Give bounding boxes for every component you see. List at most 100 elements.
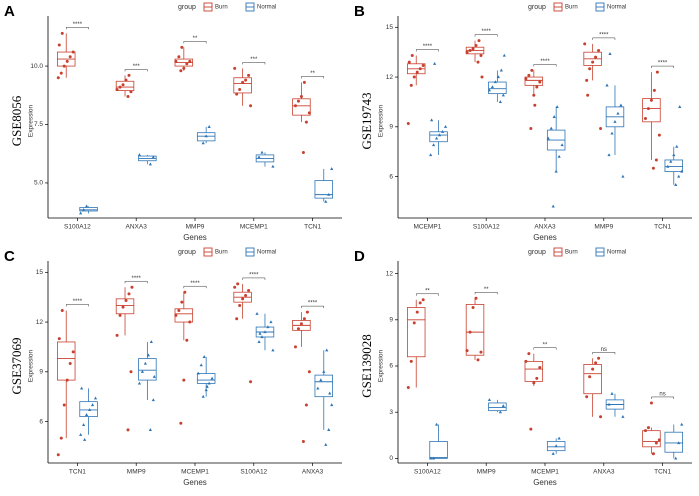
significance-label: *** bbox=[250, 57, 258, 63]
point bbox=[651, 452, 655, 456]
point bbox=[90, 403, 95, 407]
point bbox=[496, 75, 500, 79]
point bbox=[501, 93, 505, 97]
significance-bracket bbox=[301, 305, 325, 309]
panel-title: GSE8056 bbox=[9, 95, 24, 146]
point bbox=[583, 42, 587, 46]
point bbox=[304, 120, 308, 124]
point bbox=[207, 125, 211, 128]
point bbox=[480, 75, 484, 79]
point bbox=[554, 169, 558, 173]
point bbox=[152, 374, 156, 378]
point bbox=[126, 428, 130, 432]
y-tick-label: 9 bbox=[389, 124, 393, 131]
point bbox=[68, 362, 72, 366]
point bbox=[233, 285, 237, 289]
y-axis-label: Expression bbox=[28, 350, 35, 383]
point bbox=[557, 436, 561, 440]
significance-label: **** bbox=[190, 281, 200, 287]
y-tick-label: 6 bbox=[389, 173, 393, 180]
significance-bracket bbox=[651, 396, 675, 399]
point bbox=[130, 285, 134, 289]
significance-bracket bbox=[533, 347, 557, 350]
point bbox=[649, 98, 653, 102]
x-tick-label: TCN1 bbox=[654, 224, 671, 231]
x-tick-label: MCEMP1 bbox=[413, 224, 441, 231]
point bbox=[236, 282, 240, 286]
point bbox=[476, 358, 480, 362]
point bbox=[258, 331, 262, 335]
point bbox=[60, 308, 64, 312]
point bbox=[498, 410, 502, 414]
point bbox=[121, 83, 125, 87]
point bbox=[409, 83, 413, 87]
point bbox=[557, 154, 561, 158]
point bbox=[406, 121, 410, 125]
point bbox=[555, 105, 559, 109]
point bbox=[180, 300, 184, 304]
panel-label: D bbox=[354, 248, 365, 265]
point bbox=[60, 31, 64, 35]
legend-label: Burn bbox=[215, 250, 228, 256]
point bbox=[477, 39, 481, 43]
point bbox=[527, 352, 531, 356]
significance-label: ** bbox=[425, 288, 430, 294]
point bbox=[613, 120, 617, 123]
significance-bracket bbox=[124, 69, 148, 72]
point bbox=[87, 408, 92, 412]
box bbox=[429, 441, 448, 459]
point bbox=[151, 398, 155, 402]
legend-label: Normal bbox=[607, 250, 626, 256]
point bbox=[56, 76, 60, 80]
x-tick-label: TCN1 bbox=[654, 469, 671, 476]
legend-title: group bbox=[178, 249, 196, 256]
y-tick-label: 9 bbox=[39, 369, 43, 376]
point bbox=[327, 192, 331, 196]
panel: A GSE8056 Expression Genes group Burn Normal 5.… bbox=[4, 2, 342, 242]
legend-label: Burn bbox=[215, 5, 228, 11]
point bbox=[430, 118, 434, 122]
x-tick-label: ANXA3 bbox=[126, 224, 148, 231]
point bbox=[646, 107, 650, 111]
point bbox=[465, 349, 469, 353]
point bbox=[621, 174, 625, 178]
point bbox=[129, 370, 133, 374]
point bbox=[412, 75, 416, 79]
point bbox=[68, 55, 72, 59]
point bbox=[479, 350, 483, 354]
x-tick-label: MMP9 bbox=[477, 469, 496, 476]
point bbox=[530, 68, 534, 72]
point bbox=[235, 92, 239, 96]
point bbox=[535, 376, 539, 380]
point bbox=[210, 376, 214, 380]
box bbox=[292, 98, 311, 116]
point bbox=[655, 70, 659, 74]
point bbox=[669, 159, 673, 163]
significance-label: ns bbox=[601, 347, 607, 353]
point bbox=[148, 428, 152, 431]
point bbox=[599, 415, 603, 419]
point bbox=[610, 391, 614, 395]
point bbox=[585, 395, 589, 399]
point bbox=[121, 305, 125, 309]
point bbox=[498, 100, 502, 104]
point bbox=[151, 155, 155, 159]
legend-title: group bbox=[528, 249, 546, 256]
point bbox=[202, 355, 206, 358]
significance-bracket bbox=[65, 304, 89, 307]
significance-bracket bbox=[124, 280, 148, 284]
significance-bracket bbox=[651, 65, 675, 69]
point bbox=[434, 136, 439, 140]
point bbox=[205, 384, 209, 388]
point bbox=[487, 398, 492, 401]
point bbox=[327, 428, 331, 431]
point bbox=[316, 386, 320, 390]
point bbox=[129, 90, 133, 94]
y-tick-label: 15 bbox=[36, 269, 44, 276]
point bbox=[322, 370, 326, 373]
point bbox=[233, 66, 237, 70]
point bbox=[247, 289, 251, 293]
y-tick-label: 5.0 bbox=[34, 180, 43, 187]
point bbox=[643, 429, 647, 433]
point bbox=[146, 353, 150, 357]
